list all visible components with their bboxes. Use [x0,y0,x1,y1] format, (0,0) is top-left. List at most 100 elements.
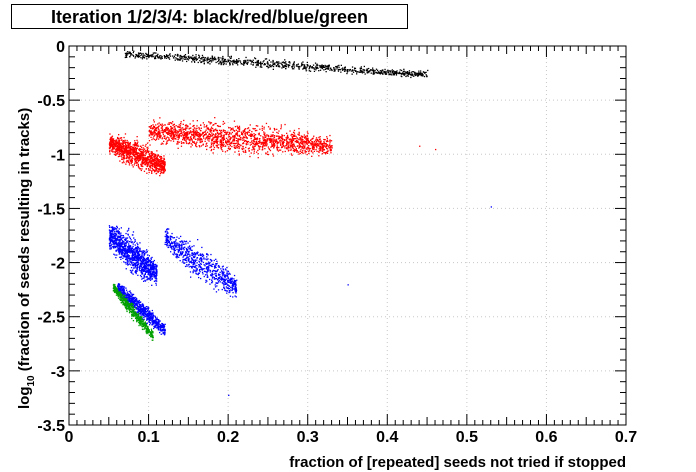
data-point [293,135,296,137]
data-point [387,71,389,73]
data-point [226,131,228,133]
data-point [154,280,156,282]
data-point [211,56,214,58]
data-point [146,161,148,163]
data-point [136,158,138,160]
data-point [213,141,215,143]
data-point [157,53,159,55]
data-point [120,232,122,234]
data-point [251,149,253,151]
data-point [163,137,165,139]
data-point [273,136,275,138]
data-point [319,138,321,140]
data-point [154,272,156,274]
data-point [146,142,149,144]
data-point [148,171,150,174]
data-point [128,263,131,265]
data-point [166,129,168,131]
data-point [176,53,179,56]
data-point [262,143,264,145]
data-point [346,72,348,75]
data-point [152,159,154,162]
data-point [126,146,128,148]
data-point [376,69,379,71]
data-point [174,133,176,136]
data-point [132,51,134,54]
data-point [276,148,278,150]
data-point [213,130,215,132]
data-point [189,130,192,132]
data-point [132,248,135,250]
data-point [124,250,126,252]
data-point [212,58,214,61]
data-point [285,63,288,65]
data-point [111,138,114,140]
data-point [117,147,120,149]
data-point [123,149,125,151]
data-point [153,165,156,167]
data-point [242,63,244,65]
data-point [118,248,121,250]
data-point [177,134,179,136]
data-point [137,158,139,160]
data-point [162,132,164,134]
data-point [122,242,124,244]
data-point [153,270,155,272]
data-point [256,137,258,140]
data-point [156,157,158,159]
data-point [205,137,207,139]
data-point [195,132,197,134]
data-point [196,127,198,129]
data-point [137,155,140,157]
data-point [157,132,160,134]
data-point [269,127,271,129]
data-point [128,245,130,247]
series-2-points [108,117,437,177]
data-point [148,270,150,272]
data-point [146,162,148,165]
data-point [390,70,392,72]
data-point [225,137,228,139]
data-point [400,75,402,77]
data-point [138,266,141,268]
data-point [184,124,187,127]
data-point [131,152,133,155]
data-point [213,146,216,149]
data-point [208,129,210,131]
data-point [151,163,153,165]
data-point [163,162,165,164]
data-point [116,226,118,228]
data-point [166,136,169,138]
data-point [173,123,175,125]
data-point [319,142,321,144]
data-point [258,134,260,136]
data-point [195,144,197,146]
data-point [330,152,332,154]
data-point [148,271,150,274]
data-point [141,146,143,149]
data-point [316,143,318,145]
data-point [116,243,118,246]
data-point [118,231,120,233]
data-point [130,153,132,155]
data-point [124,52,127,55]
data-point [138,265,141,267]
data-point [206,124,208,127]
data-point [229,142,231,145]
data-point [151,167,154,169]
data-point [139,259,142,262]
data-point [366,70,368,72]
data-point [139,253,141,256]
data-point [210,145,212,147]
data-point [109,241,111,243]
data-point [135,164,138,166]
data-point [158,170,160,172]
data-point [155,124,157,126]
data-point [111,145,113,147]
data-point [192,141,195,144]
data-point [144,55,146,57]
data-point [303,142,305,144]
data-point [124,145,127,147]
data-point [133,252,135,254]
data-point [281,134,283,136]
